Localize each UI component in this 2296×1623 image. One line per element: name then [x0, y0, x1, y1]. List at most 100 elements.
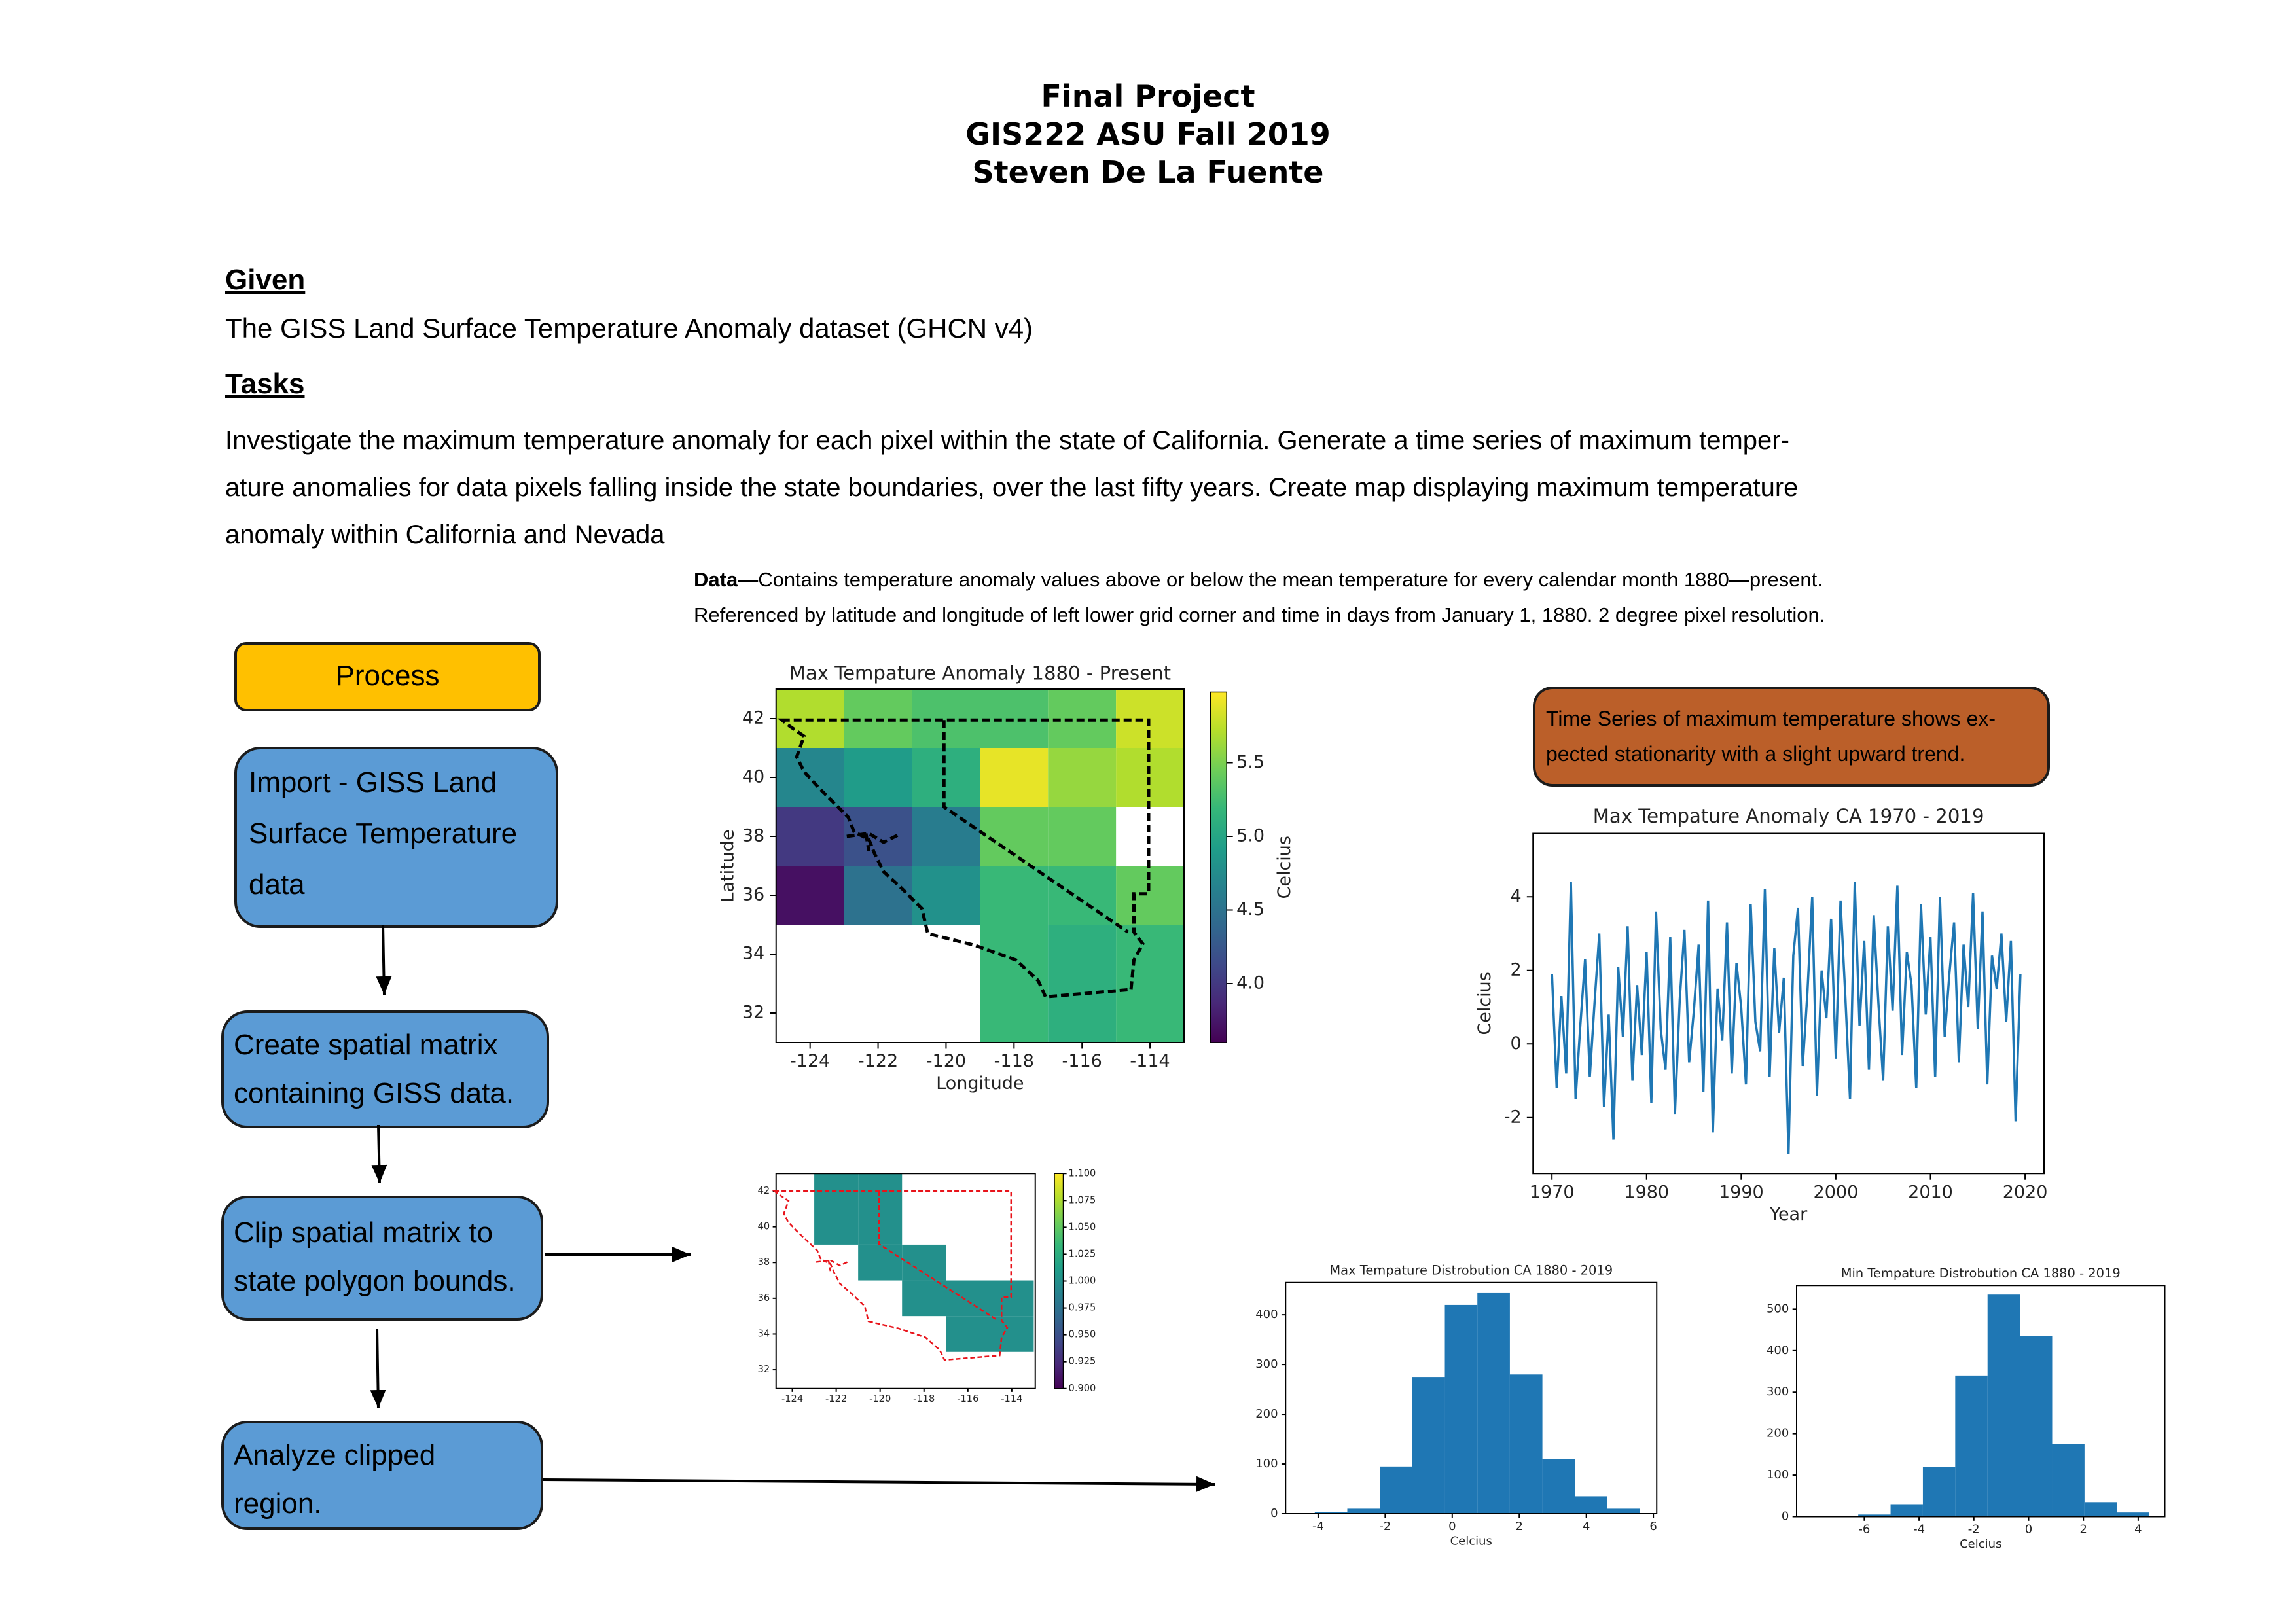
- hist-bar: [1575, 1496, 1607, 1514]
- y-tick-label: 400: [1767, 1344, 1789, 1357]
- heat-cell: [980, 748, 1049, 807]
- colorbar-tick-label: 1.000: [1069, 1275, 1096, 1287]
- heat-cell: [1048, 748, 1117, 807]
- heat-cell: [990, 1316, 1034, 1352]
- colorbar-tick-label: 0.975: [1069, 1302, 1096, 1313]
- heat-cell: [1116, 925, 1184, 984]
- heat-cell: [776, 807, 844, 866]
- y-tick-label: 100: [1767, 1468, 1789, 1482]
- y-tick-label: 34: [742, 944, 764, 964]
- x-axis-label: Celcius: [1960, 1537, 2001, 1551]
- hist-bar: [1347, 1508, 1380, 1514]
- step-box: Clip spatial matrix to state polygon bou…: [221, 1196, 543, 1321]
- heat-cell: [776, 866, 844, 925]
- hist-bar: [1444, 1304, 1478, 1514]
- finding-line: pected stationarity with a slight upward…: [1546, 742, 1965, 766]
- y-tick-label: 200: [1767, 1427, 1789, 1440]
- y-tick-label: 0: [1511, 1033, 1522, 1054]
- x-tick-label: -116: [957, 1393, 978, 1404]
- y-tick-label: 400: [1255, 1308, 1278, 1321]
- hist-bar: [1607, 1508, 1640, 1514]
- arrow: [376, 924, 392, 995]
- y-tick-label: 32: [758, 1364, 770, 1375]
- chart-title: Max Tempature Anomaly 1880 - Present: [789, 662, 1171, 685]
- x-tick-label: 2000: [1814, 1182, 1859, 1202]
- x-tick-label: 4: [2134, 1522, 2142, 1536]
- chart-layer: 4.0 4.5 5.0 5.5 Celcius -124 -122 -120 -118 -116 -…: [717, 662, 2166, 1551]
- x-tick-label: 2: [2079, 1522, 2087, 1536]
- y-tick-label: 38: [742, 826, 764, 846]
- x-tick-label: -124: [790, 1051, 830, 1071]
- heat-cell: [844, 748, 912, 807]
- heat-cell: [980, 689, 1049, 748]
- chart: -6 -4 -2 0 2 4 0 100 200 300 400 500 Min Tempature D…: [1767, 1266, 2166, 1551]
- colorbar-label: Celcius: [1274, 836, 1295, 899]
- y-tick-label: 32: [742, 1003, 764, 1023]
- heat-cell: [858, 1173, 903, 1209]
- step-line: Create spatial matrix: [234, 1029, 498, 1061]
- y-tick-label: 0: [1270, 1507, 1278, 1520]
- colorbar-tick-label: 0.950: [1069, 1329, 1096, 1340]
- hist-bar: [1477, 1292, 1510, 1514]
- y-tick-label: 100: [1255, 1457, 1278, 1471]
- chart-title: Max Tempature Distrobution CA 1880 - 201…: [1329, 1262, 1613, 1277]
- y-tick-label: 0: [1782, 1510, 1789, 1524]
- axes-frame: [775, 1173, 1036, 1389]
- y-tick-label: 42: [742, 708, 764, 728]
- hist-bar: [2052, 1444, 2085, 1517]
- x-tick-label: -120: [926, 1051, 966, 1071]
- colorbar-tick-label: 4.5: [1236, 899, 1265, 919]
- arrow: [371, 1124, 387, 1184]
- heat-cell: [1048, 925, 1117, 984]
- heat-cell: [912, 689, 980, 748]
- x-tick-label: -114: [1001, 1393, 1022, 1404]
- note-line: Data—Contains temperature anomaly values…: [694, 562, 1825, 597]
- y-axis-label: Latitude: [717, 829, 738, 902]
- hist-bar: [1542, 1459, 1575, 1514]
- x-tick-label: 6: [1649, 1520, 1657, 1533]
- y-tick-label: 36: [742, 885, 764, 905]
- hist-bar: [1890, 1504, 1923, 1517]
- x-tick-label: -2: [1379, 1520, 1391, 1533]
- x-tick-label: -6: [1858, 1522, 1870, 1536]
- x-tick-label: 1980: [1624, 1182, 1669, 1202]
- x-tick-label: 4: [1583, 1520, 1590, 1533]
- heat-cell: [912, 748, 980, 807]
- colorbar-tick-label: 1.075: [1069, 1194, 1096, 1205]
- hist-bar: [1858, 1514, 1891, 1517]
- heat-cell: [980, 925, 1049, 984]
- x-tick-label: -2: [1968, 1522, 1980, 1536]
- chart: 4.0 4.5 5.0 5.5 Celcius -124 -122 -120 -118 -116 -…: [717, 662, 1295, 1094]
- colorbar: [1054, 1173, 1064, 1389]
- axes-frame: [1532, 832, 2045, 1175]
- heat-cell: [844, 866, 912, 925]
- colorbar-tick-label: 5.0: [1236, 826, 1265, 846]
- heat-cell: [946, 1316, 990, 1352]
- heat-cell: [1048, 807, 1117, 866]
- colorbar-tick-label: 4.0: [1236, 973, 1265, 993]
- step-line: Import - GISS Land: [249, 766, 497, 798]
- step-line: data: [249, 868, 305, 901]
- heat-cell: [1048, 866, 1117, 925]
- heat-cell: [902, 1280, 946, 1317]
- heat-cell: [980, 866, 1049, 925]
- heat-cell: [858, 1209, 903, 1245]
- hist-bar: [2020, 1336, 2053, 1517]
- note-label: Data: [694, 568, 738, 591]
- axes-frame: [1285, 1281, 1658, 1514]
- x-axis-label: Year: [1769, 1204, 1808, 1224]
- tasks-line: ature anomalies for data pixels falling …: [225, 473, 1799, 502]
- step-line: Surface Temperature: [249, 817, 518, 849]
- step-box: Analyze clipped region.: [221, 1421, 543, 1530]
- step-line: Analyze clipped: [234, 1439, 436, 1471]
- axes-frame: [1796, 1285, 2166, 1518]
- note-text: —Contains temperature anomaly values abo…: [738, 568, 1823, 591]
- step-box: Import - GISS Land Surface Temperature d…: [234, 747, 558, 928]
- tasks-line: Investigate the maximum temperature anom…: [225, 426, 1789, 455]
- data-note: Data—Contains temperature anomaly values…: [694, 562, 1825, 633]
- title-line: GIS222 ASU Fall 2019: [965, 116, 1331, 152]
- hist-bar: [1987, 1294, 2020, 1517]
- x-tick-label: -124: [781, 1393, 803, 1404]
- note-line: Referenced by latitude and longitude of …: [694, 603, 1825, 626]
